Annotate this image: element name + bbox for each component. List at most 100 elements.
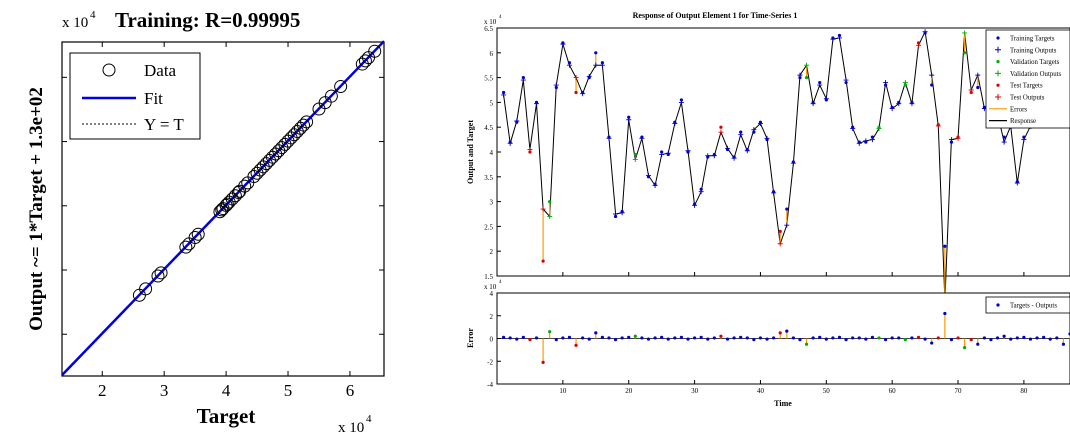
response-output-point [725, 145, 731, 151]
response-legend-marker [996, 83, 1000, 87]
error-point [910, 336, 914, 340]
error-point [851, 336, 855, 340]
data-point [154, 266, 168, 280]
response-output-point [626, 117, 632, 123]
response-target-point [778, 229, 782, 233]
response-target-point [719, 125, 723, 129]
error-point [594, 331, 598, 335]
error-point [897, 336, 901, 340]
regression-legend-box [69, 52, 201, 140]
response-target-point [943, 244, 947, 248]
response-target-point [976, 85, 980, 90]
error-point [877, 336, 881, 340]
error-point [561, 336, 565, 340]
error-point [1061, 342, 1066, 346]
response-legend-label: Test Outputs [1010, 95, 1045, 102]
error-point [1048, 337, 1052, 341]
error-point [844, 338, 848, 342]
response-output-point [876, 125, 882, 131]
error-y-tick-label: -4 [487, 381, 493, 389]
error-point [686, 337, 690, 341]
error-point [627, 335, 631, 339]
response-legend-label: Response [1010, 118, 1036, 125]
error-point [633, 334, 637, 338]
legend-fit-label: Fit [144, 89, 163, 108]
data-point [179, 240, 193, 254]
error-point [1042, 335, 1046, 339]
error-point [811, 336, 815, 340]
regression-x-tick-label: 6 [346, 381, 355, 400]
response-output-point [757, 120, 763, 126]
response-output-point [823, 96, 829, 102]
response-output-point [613, 211, 619, 217]
error-y-tick-label: 4 [490, 290, 494, 298]
response-output-point [705, 153, 711, 159]
response-y-tick-label: 4.5 [484, 124, 493, 132]
response-target-point [574, 90, 578, 95]
error-point [989, 338, 993, 342]
response-target-point [804, 76, 809, 80]
error-point [692, 336, 697, 340]
error-point [936, 336, 940, 340]
response-y-tick-label: 6 [490, 50, 494, 58]
response-output-point [553, 82, 559, 88]
response-output-point [883, 80, 889, 86]
regression-x-exponent-power: 4 [366, 413, 372, 425]
error-x-tick-label: 30 [691, 387, 699, 395]
error-point [916, 335, 921, 339]
data-point [297, 118, 310, 132]
response-legend-label: Training Outputs [1010, 47, 1057, 54]
response-output-point [692, 202, 698, 208]
response-y-tick-label: 2 [490, 248, 494, 256]
response-legend: Training Targets Training Outputs Validati… [985, 29, 1070, 129]
error-point [613, 338, 618, 342]
error-point [679, 335, 684, 339]
response-output-point [527, 147, 533, 153]
response-y-tick-label: 5.5 [484, 75, 493, 83]
response-output-point [639, 135, 645, 141]
response-output-point [751, 127, 757, 133]
error-point [745, 336, 749, 340]
response-output-point [777, 241, 783, 247]
response-y-tick-label: 2.5 [484, 223, 493, 231]
response-output-point [804, 62, 810, 68]
error-x-tick-label: 20 [625, 387, 633, 395]
response-output-point [738, 132, 744, 138]
response-legend-marker [996, 36, 1000, 40]
response-output-point [922, 29, 928, 35]
error-point [870, 335, 875, 339]
response-target-point [785, 207, 789, 211]
response-target-point [541, 259, 545, 263]
response-output-point [685, 148, 691, 154]
error-x-tick-label: 10 [559, 387, 567, 395]
error-x-tick-label: 40 [757, 387, 765, 395]
error-point [923, 337, 927, 341]
response-output-point [619, 210, 625, 216]
regression-title: Training: R=0.99995 [115, 8, 300, 32]
regression-x-tick-label: 2 [98, 381, 107, 400]
legend-data-label: Data [144, 61, 177, 80]
error-point [653, 336, 657, 340]
error-legend-marker [996, 303, 1000, 307]
error-point [976, 342, 980, 346]
error-point [666, 337, 670, 341]
error-y-tick-label: -2 [487, 358, 493, 366]
error-point [607, 336, 611, 340]
error-point [719, 334, 723, 338]
error-point [864, 337, 868, 341]
response-output-point [711, 153, 717, 159]
response-output-point [916, 42, 922, 48]
response-output-point [896, 101, 902, 107]
legend-data-marker [102, 63, 116, 77]
error-point [732, 336, 736, 340]
response-output-point [599, 62, 605, 68]
error-x-tick-label: 50 [823, 387, 831, 395]
response-output-point [902, 80, 908, 86]
response-legend-label: Training Targets [1010, 36, 1055, 43]
response-output-point [566, 62, 572, 68]
error-point [567, 335, 572, 339]
regression-y-label: Output ~= 1*Target + 1.3e+02 [26, 87, 47, 331]
response-output-point [968, 87, 974, 93]
